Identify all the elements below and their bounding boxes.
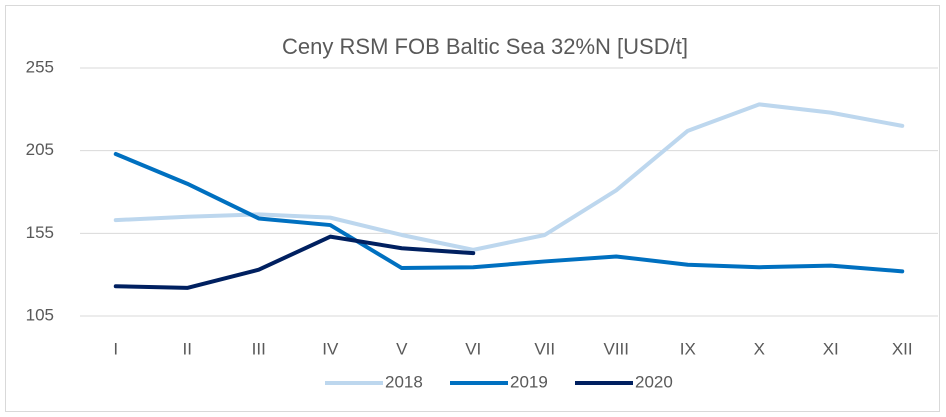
legend-label: 2019 [510, 372, 548, 391]
line-series [113, 151, 905, 274]
x-tick-label: I [113, 339, 118, 358]
x-tick-label: XII [892, 339, 913, 358]
x-tick-label: X [754, 339, 765, 358]
legend-label: 2018 [385, 372, 423, 391]
y-tick-label: 205 [26, 140, 54, 159]
line-series [113, 234, 476, 290]
x-tick-label: V [396, 339, 408, 358]
legend-label: 2020 [635, 372, 673, 391]
chart-title: Ceny RSM FOB Baltic Sea 32%N [USD/t] [282, 34, 688, 59]
x-tick-label: VIII [603, 339, 629, 358]
y-tick-label: 105 [26, 305, 54, 324]
y-tick-label: 155 [26, 223, 54, 242]
x-tick-label: II [183, 339, 192, 358]
x-tick-label: IV [322, 339, 339, 358]
chart-border [5, 5, 940, 412]
x-tick-label: VII [534, 339, 555, 358]
x-tick-label: IX [680, 339, 696, 358]
x-tick-label: VI [465, 339, 481, 358]
x-tick-label: III [252, 339, 266, 358]
x-tick-label: XI [823, 339, 839, 358]
y-tick-label: 255 [26, 57, 54, 76]
